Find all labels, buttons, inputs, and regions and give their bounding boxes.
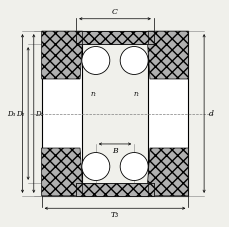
Text: r: r xyxy=(154,42,158,50)
Text: r: r xyxy=(71,42,75,50)
Text: T₃: T₃ xyxy=(110,211,119,219)
Text: B: B xyxy=(112,147,117,155)
Text: r₁: r₁ xyxy=(132,90,139,98)
Polygon shape xyxy=(147,31,188,79)
Text: D₂: D₂ xyxy=(16,109,25,118)
Polygon shape xyxy=(76,31,82,44)
Polygon shape xyxy=(41,31,82,79)
Polygon shape xyxy=(147,31,188,196)
Circle shape xyxy=(120,153,147,180)
Polygon shape xyxy=(147,31,153,44)
Polygon shape xyxy=(41,148,82,196)
Polygon shape xyxy=(41,31,82,196)
Polygon shape xyxy=(147,183,153,196)
Circle shape xyxy=(120,47,147,74)
Circle shape xyxy=(82,153,109,180)
Polygon shape xyxy=(76,183,82,196)
Text: r₁: r₁ xyxy=(90,90,97,98)
Text: d: d xyxy=(208,109,213,118)
Text: C: C xyxy=(112,8,117,16)
Polygon shape xyxy=(147,148,188,196)
Circle shape xyxy=(82,47,109,74)
Text: D₁: D₁ xyxy=(35,109,43,118)
Polygon shape xyxy=(76,183,153,196)
Polygon shape xyxy=(76,31,153,44)
Text: D₃: D₃ xyxy=(7,109,15,118)
